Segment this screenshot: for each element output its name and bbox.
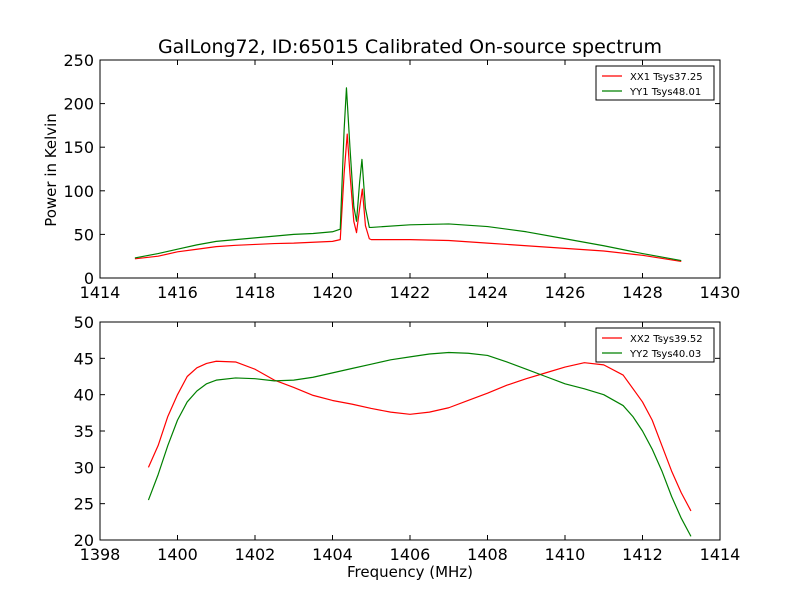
y-tick-label: 150 bbox=[63, 138, 94, 157]
y-axis-label-top: Power in Kelvin bbox=[42, 113, 60, 227]
x-tick-label: 1416 bbox=[157, 283, 198, 302]
x-tick-label: 1422 bbox=[390, 283, 431, 302]
x-tick-label: 1400 bbox=[157, 545, 198, 564]
y-tick-label: 25 bbox=[74, 495, 94, 514]
x-tick-label: 1404 bbox=[312, 545, 353, 564]
legend-label-2: YY1 Tsys48.01 bbox=[629, 87, 701, 98]
chart-title: GalLong72, ID:65015 Calibrated On-source… bbox=[158, 36, 662, 58]
y-tick-label: 35 bbox=[74, 422, 94, 441]
legend-box bbox=[595, 327, 715, 363]
bottom-plot: 1398 1400 1402 1404 1406 1408 1410 1412 1414 20 25… bbox=[74, 313, 741, 564]
x-tick-label: 1408 bbox=[467, 545, 508, 564]
x-tick-label: 1430 bbox=[700, 283, 741, 302]
series-line-2 bbox=[134, 87, 682, 262]
y-tick-label: 250 bbox=[63, 51, 94, 70]
x-tick-label: 1410 bbox=[545, 545, 586, 564]
y-tick-label: 0 bbox=[84, 269, 94, 288]
x-tick-label: 1418 bbox=[235, 283, 276, 302]
series-line-1 bbox=[134, 133, 682, 263]
legend-label-1: XX1 Tsys37.25 bbox=[630, 72, 703, 83]
x-tick-label: 1426 bbox=[545, 283, 586, 302]
legend-label-2: YY2 Tsys40.03 bbox=[629, 349, 701, 360]
y-tick-label: 200 bbox=[63, 95, 94, 114]
x-tick-label: 1428 bbox=[622, 283, 663, 302]
x-tick-label: 1406 bbox=[390, 545, 431, 564]
legend-label-1: XX2 Tsys39.52 bbox=[630, 334, 703, 345]
y-tick-label: 100 bbox=[63, 182, 94, 201]
y-tick-label: 50 bbox=[74, 313, 94, 332]
y-tick-label: 50 bbox=[74, 225, 94, 244]
legend: XX1 Tsys37.25 YY1 Tsys48.01 bbox=[595, 65, 715, 101]
x-tick-label: 1402 bbox=[235, 545, 276, 564]
series-line-2 bbox=[147, 351, 692, 537]
top-plot: 1414 1416 1418 1420 1422 1424 1426 1428 1430 0 50 1… bbox=[63, 51, 740, 302]
x-tick-label: 1420 bbox=[312, 283, 353, 302]
x-tick-label: 1398 bbox=[80, 545, 121, 564]
y-tick-label: 20 bbox=[74, 531, 94, 550]
x-tick-label: 1424 bbox=[467, 283, 508, 302]
series-line-1 bbox=[147, 360, 692, 512]
y-tick-label: 30 bbox=[74, 458, 94, 477]
legend-box bbox=[595, 65, 715, 101]
y-tick-label: 40 bbox=[74, 386, 94, 405]
x-tick-label: 1412 bbox=[622, 545, 663, 564]
legend: XX2 Tsys39.52 YY2 Tsys40.03 bbox=[595, 327, 715, 363]
x-tick-label: 1414 bbox=[80, 283, 121, 302]
y-tick-label: 45 bbox=[74, 349, 94, 368]
x-axis-label-bottom: Frequency (MHz) bbox=[347, 563, 473, 581]
x-tick-label: 1414 bbox=[700, 545, 741, 564]
